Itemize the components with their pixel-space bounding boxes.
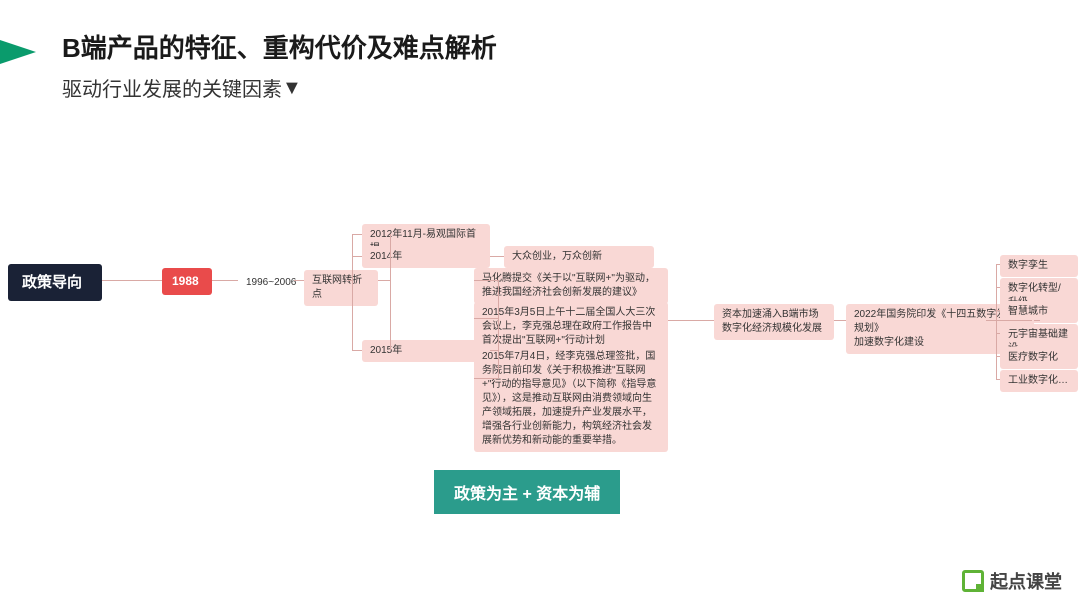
- connector: [390, 234, 391, 350]
- connector: [474, 378, 498, 379]
- leaf-0: 数字孪生: [1000, 255, 1078, 277]
- connector: [348, 280, 352, 281]
- node-2014: 2014年: [362, 246, 490, 268]
- connector: [212, 280, 238, 281]
- node-2014b: 大众创业，万众创新: [504, 246, 654, 268]
- node-2015: 2015年: [362, 340, 490, 362]
- connector: [996, 287, 1000, 288]
- connector: [996, 264, 997, 379]
- connector: [996, 333, 1000, 334]
- connector: [378, 280, 390, 281]
- connector: [996, 379, 1000, 380]
- connector: [490, 350, 498, 351]
- connector: [834, 320, 846, 321]
- page-title: B端产品的特征、重构代价及难点解析: [62, 28, 497, 65]
- header: B端产品的特征、重构代价及难点解析 驱动行业发展的关键因素▼: [62, 28, 497, 102]
- node-1988: 1988: [162, 268, 212, 295]
- connector: [668, 320, 714, 321]
- node-2015a: 马化腾提交《关于以"互联网+"为驱动，推进我国经济社会创新发展的建议》: [474, 268, 668, 304]
- node-root: 政策导向: [8, 264, 102, 301]
- node-1996-2006: 1996~2006: [238, 272, 298, 294]
- brand-text: 起点课堂: [990, 568, 1062, 594]
- brand: 起点课堂: [962, 568, 1062, 594]
- node-2015c: 2015年7月4日，经李克强总理签批，国务院日前印发《关于积极推进"互联网+"行…: [474, 346, 668, 452]
- node-capital: 资本加速涌入B端市场 数字化经济规模化发展: [714, 304, 834, 340]
- node-internet-turn: 互联网转折点: [304, 270, 378, 306]
- conclusion-banner: 政策为主 + 资本为辅: [434, 470, 620, 514]
- connector: [1034, 320, 1040, 321]
- connector: [490, 256, 504, 257]
- leaf-4: 医疗数字化: [1000, 347, 1078, 369]
- connector: [996, 356, 1000, 357]
- connector: [498, 280, 499, 378]
- connector: [352, 234, 362, 235]
- connector: [474, 280, 498, 281]
- connector: [986, 320, 1032, 321]
- connector: [102, 280, 162, 281]
- connector: [352, 350, 362, 351]
- connector: [352, 256, 362, 257]
- down-arrow-icon: ▼: [282, 77, 302, 100]
- connector: [996, 310, 1000, 311]
- subtitle-text: 驱动行业发展的关键因素: [62, 79, 282, 101]
- connector: [474, 318, 498, 319]
- page-subtitle: 驱动行业发展的关键因素▼: [62, 73, 497, 102]
- decor-triangle: [0, 40, 36, 64]
- node-2015b: 2015年3月5日上午十二届全国人大三次会议上，李克强总理在政府工作报告中首次提…: [474, 302, 668, 352]
- connector: [996, 264, 1000, 265]
- connector: [352, 234, 353, 350]
- brand-logo-icon: [962, 570, 984, 592]
- leaf-5: 工业数字化…: [1000, 370, 1078, 392]
- connector: [294, 280, 304, 281]
